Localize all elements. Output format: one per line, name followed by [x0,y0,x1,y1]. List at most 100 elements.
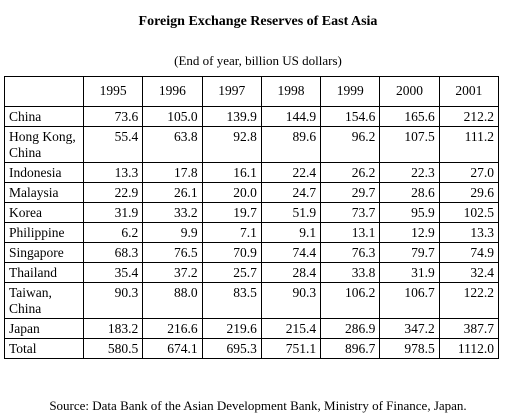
value-cell: 978.5 [379,338,440,359]
value-cell: 32.4 [438,262,500,283]
value-cell: 102.5 [438,202,500,223]
value-cell: 26.2 [320,162,381,183]
value-cell: 105.0 [142,106,203,127]
value-cell: 16.1 [201,162,262,183]
value-cell: 76.5 [142,242,203,263]
value-cell: 13.1 [320,222,381,243]
country-cell: Singapore [4,242,84,263]
value-cell: 24.7 [260,182,322,203]
value-cell: 12.9 [379,222,440,243]
year-header: 2000 [379,76,440,107]
country-cell: Philippine [4,222,84,243]
country-cell: Thailand [4,262,84,283]
value-cell: 106.2 [320,282,381,319]
value-cell: 751.1 [260,338,322,359]
value-cell: 106.7 [379,282,440,319]
value-cell: 96.2 [320,126,381,163]
value-cell: 31.9 [379,262,440,283]
country-cell: Malaysia [4,182,84,203]
value-cell: 347.2 [379,318,440,339]
value-cell: 107.5 [379,126,440,163]
value-cell: 70.9 [201,242,262,263]
value-cell: 29.7 [320,182,381,203]
value-cell: 35.4 [82,262,144,283]
value-cell: 63.8 [142,126,203,163]
year-header: 1999 [320,76,381,107]
value-cell: 154.6 [320,106,381,127]
table-row: Japan 183.2 216.6 219.6 215.4 286.9 347.2 387.7 [4,318,500,339]
value-cell: 90.3 [82,282,144,319]
country-cell: Hong Kong, China [4,126,84,163]
value-cell: 216.6 [142,318,203,339]
table-row: Total 580.5 674.1 695.3 751.1 896.7 978.5 1112.… [4,338,500,359]
value-cell: 74.9 [438,242,500,263]
value-cell: 27.0 [438,162,500,183]
year-header: 2001 [438,76,500,107]
value-cell: 88.0 [142,282,203,319]
value-cell: 26.1 [142,182,203,203]
value-cell: 9.1 [260,222,322,243]
value-cell: 183.2 [82,318,144,339]
source-note: Source: Data Bank of the Asian Developme… [49,398,467,413]
value-cell: 76.3 [320,242,381,263]
table-row: Malaysia 22.9 26.1 20.0 24.7 29.7 28.6 29.6 [4,182,500,203]
value-cell: 695.3 [201,338,262,359]
value-cell: 13.3 [438,222,500,243]
value-cell: 387.7 [438,318,500,339]
value-cell: 17.8 [142,162,203,183]
value-cell: 165.6 [379,106,440,127]
table-row: Singapore 68.3 76.5 70.9 74.4 76.3 79.7 74.9 [4,242,500,263]
value-cell: 95.9 [379,202,440,223]
value-cell: 20.0 [201,182,262,203]
year-header: 1997 [201,76,262,107]
year-header: 1998 [260,76,322,107]
year-header: 1995 [82,76,144,107]
value-cell: 79.7 [379,242,440,263]
country-cell: Korea [4,202,84,223]
value-cell: 31.9 [82,202,144,223]
value-cell: 55.4 [82,126,144,163]
value-cell: 28.6 [379,182,440,203]
value-cell: 25.7 [201,262,262,283]
value-cell: 580.5 [82,338,144,359]
value-cell: 73.7 [320,202,381,223]
value-cell: 139.9 [201,106,262,127]
value-cell: 219.6 [201,318,262,339]
value-cell: 51.9 [260,202,322,223]
value-cell: 89.6 [260,126,322,163]
value-cell: 122.2 [438,282,500,319]
table-row: China 73.6 105.0 139.9 144.9 154.6 165.6 212.2 [4,106,500,127]
table-row: Korea 31.9 33.2 19.7 51.9 73.7 95.9 102.5 [4,202,500,223]
value-cell: 9.9 [142,222,203,243]
year-header: 1996 [142,76,203,107]
country-cell: Total [4,338,84,359]
value-cell: 7.1 [201,222,262,243]
value-cell: 33.8 [320,262,381,283]
value-cell: 1112.0 [438,338,500,359]
value-cell: 73.6 [82,106,144,127]
table-row: Thailand 35.4 37.2 25.7 28.4 33.8 31.9 32.4 [4,262,500,283]
header-row: 1995 1996 1997 1998 1999 2000 2001 [4,76,500,107]
value-cell: 111.2 [438,126,500,163]
table-row: Hong Kong, China 55.4 63.8 92.8 89.6 96.2 107.… [4,126,500,163]
value-cell: 286.9 [320,318,381,339]
table-row: Philippine 6.2 9.9 7.1 9.1 13.1 12.9 13.3 [4,222,500,243]
value-cell: 896.7 [320,338,381,359]
value-cell: 33.2 [142,202,203,223]
country-cell: Japan [4,318,84,339]
value-cell: 674.1 [142,338,203,359]
value-cell: 90.3 [260,282,322,319]
value-cell: 37.2 [142,262,203,283]
value-cell: 22.3 [379,162,440,183]
table-row: Indonesia 13.3 17.8 16.1 22.4 26.2 22.3 27.0 [4,162,500,183]
value-cell: 92.8 [201,126,262,163]
value-cell: 19.7 [201,202,262,223]
value-cell: 22.9 [82,182,144,203]
table-subtitle: (End of year, billion US dollars) [174,53,342,68]
value-cell: 22.4 [260,162,322,183]
corner-cell [4,76,84,107]
reserves-table: 1995 1996 1997 1998 1999 2000 2001 China… [4,76,500,359]
value-cell: 6.2 [82,222,144,243]
table-body: China 73.6 105.0 139.9 144.9 154.6 165.6 212.2 H… [4,106,500,359]
value-cell: 28.4 [260,262,322,283]
